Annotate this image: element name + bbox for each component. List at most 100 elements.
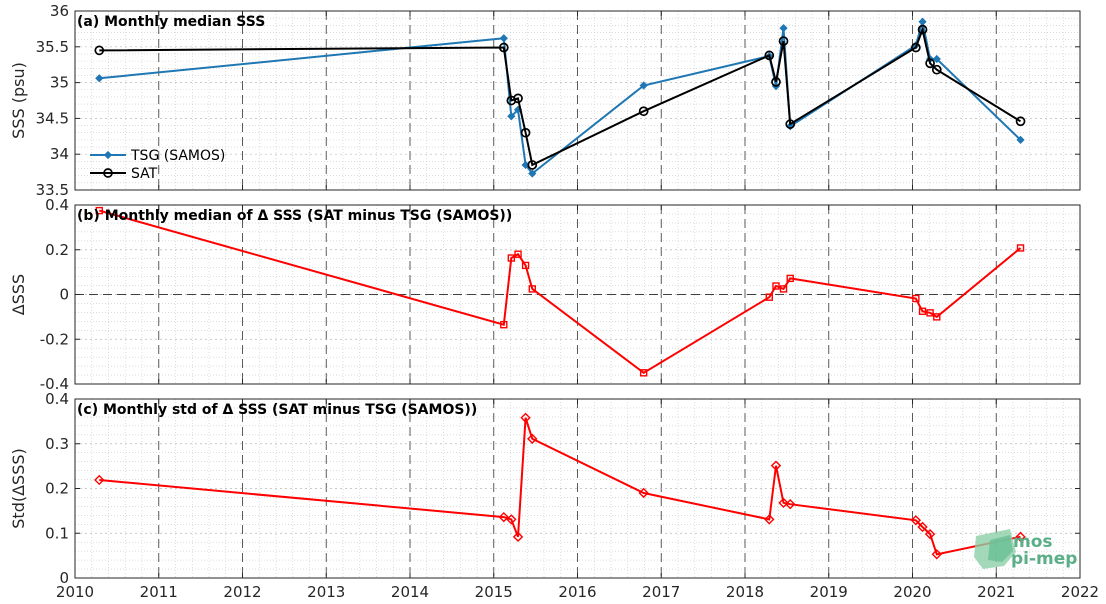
data-point [507, 112, 516, 121]
y-tick-label: -0.2 [40, 330, 69, 348]
mos-pi-mep-logo: mos pi-mep [974, 529, 1077, 569]
logo-shape-shade [988, 535, 1013, 562]
logo-text-line1: mos [1013, 532, 1053, 552]
data-point [1015, 116, 1026, 127]
data-point [528, 285, 536, 293]
data-point [765, 293, 773, 301]
data-point [639, 81, 648, 90]
panel-title: (c) Monthly std of Δ SSS (SAT minus TSG … [77, 402, 477, 418]
data-point [924, 528, 936, 540]
series-tsg-samos- [95, 17, 1025, 178]
data-point [778, 497, 789, 509]
legend: TSG (SAMOS) SAT [90, 148, 225, 182]
y-axis-label: Std(ΔSSS) [9, 448, 28, 528]
data-point [918, 17, 927, 26]
data-point [778, 36, 789, 46]
data-point [764, 514, 775, 525]
data-point [95, 74, 104, 83]
data-point [931, 549, 942, 560]
x-tick-label: 2022 [1061, 583, 1099, 601]
data-point [779, 24, 788, 33]
data-point [95, 206, 103, 215]
data-point [499, 34, 508, 43]
data-point [94, 474, 105, 486]
x-tick-label: 2013 [307, 583, 345, 601]
y-axis-label: SSS (psu) [9, 62, 28, 139]
data-point [917, 521, 928, 533]
data-point [513, 93, 523, 104]
data-point [770, 460, 782, 471]
y-tick-label: 33.5 [36, 181, 69, 199]
legend-marker [103, 150, 113, 160]
data-point [528, 169, 537, 178]
data-point [933, 313, 941, 321]
logo-text-line2: pi-mep [1011, 549, 1077, 569]
data-point [94, 45, 105, 56]
legend-marker [103, 168, 113, 178]
data-point [918, 307, 927, 315]
x-tick-label: 2012 [223, 583, 261, 601]
data-point [931, 64, 942, 75]
data-point [772, 282, 780, 290]
y-tick-label: 0 [59, 569, 69, 587]
data-point [507, 254, 516, 262]
y-tick-label: 0.2 [45, 241, 69, 259]
x-tick-label: 2011 [140, 583, 178, 601]
data-point [638, 487, 649, 499]
x-tick-label: 2014 [391, 583, 429, 601]
y-tick-label: 35 [50, 74, 69, 92]
y-tick-label: -0.4 [40, 375, 69, 393]
data-point [910, 515, 922, 526]
data-point [917, 24, 928, 35]
panel-b-monthly-median-delta-sss: -0.4 -0.2 0 0.2 0.4 ΔSSS (b) Monthly median of… [9, 196, 1081, 393]
data-point [764, 50, 775, 61]
data-point [785, 119, 796, 129]
data-point [1016, 135, 1025, 144]
x-tick-label: 2017 [642, 583, 680, 601]
series-delta [95, 206, 1025, 377]
x-tick-label: 2019 [810, 583, 848, 601]
data-point [786, 274, 794, 283]
data-point [926, 309, 934, 317]
data-point [500, 321, 508, 329]
data-point [785, 498, 796, 510]
data-point [506, 514, 517, 525]
data-point [514, 250, 522, 258]
data-point [498, 511, 509, 523]
data-point [925, 58, 935, 69]
data-point [527, 433, 538, 445]
x-tick-label: 2010 [56, 583, 94, 601]
y-tick-label: 0.2 [45, 480, 69, 498]
legend-label: SAT [131, 166, 158, 182]
data-point [638, 106, 649, 117]
x-tick-label: 2015 [475, 583, 513, 601]
y-tick-label: 0.4 [45, 390, 69, 408]
y-tick-label: 0.1 [45, 524, 69, 542]
major-grid [75, 205, 1080, 384]
major-grid [75, 11, 1080, 190]
panel-title: (a) Monthly median SSS [77, 14, 265, 30]
data-point [527, 160, 538, 170]
y-tick-label: 0.4 [45, 196, 69, 214]
panel-title: (b) Monthly median of Δ SSS (SAT minus T… [77, 208, 512, 224]
series-line [99, 417, 1021, 556]
data-point [520, 412, 531, 423]
data-point [498, 42, 509, 53]
data-point [521, 261, 530, 270]
major-grid [75, 399, 1080, 578]
series-line [99, 26, 1022, 167]
data-point [779, 285, 788, 293]
y-tick-label: 36 [50, 2, 69, 20]
data-point [1015, 531, 1026, 543]
y-tick-label: 0.3 [45, 435, 69, 453]
series-delta [94, 412, 1026, 560]
y-tick-label: 0 [59, 286, 69, 304]
x-tick-label: 2021 [977, 583, 1015, 601]
y-axis-label: ΔSSS [9, 274, 28, 315]
data-point [1016, 244, 1025, 252]
data-point [771, 77, 781, 87]
x-tick-label: 2018 [726, 583, 764, 601]
x-tick-label: 2016 [558, 583, 596, 601]
data-point [932, 54, 941, 64]
